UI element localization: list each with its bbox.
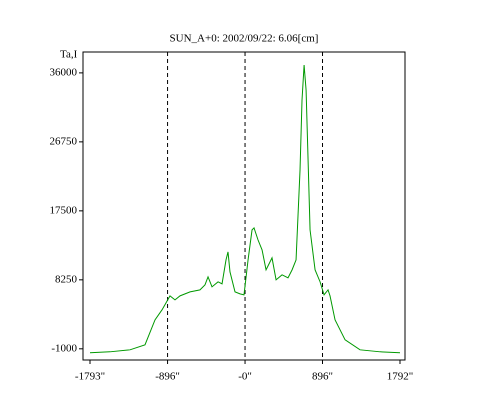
x-tick-label: -1793" [75,371,105,383]
x-tick-label: -896" [155,371,180,383]
y-axis-label: Ta,I [60,49,78,61]
y-tick-label: 36000 [50,66,78,78]
y-tick-label: 26750 [50,135,78,147]
y-tick-label: 8250 [55,273,78,285]
chart-title: SUN_A+0: 2002/09/22: 6.06[cm] [170,33,319,45]
x-tick-label: -0" [238,371,252,383]
y-tick-label: -1000 [51,342,77,354]
y-tick-label: 17500 [50,204,78,216]
x-tick-label: 1792" [387,371,414,383]
x-tick-label: 896" [312,371,333,383]
data-line [89,64,401,354]
plot-frame [82,51,406,361]
